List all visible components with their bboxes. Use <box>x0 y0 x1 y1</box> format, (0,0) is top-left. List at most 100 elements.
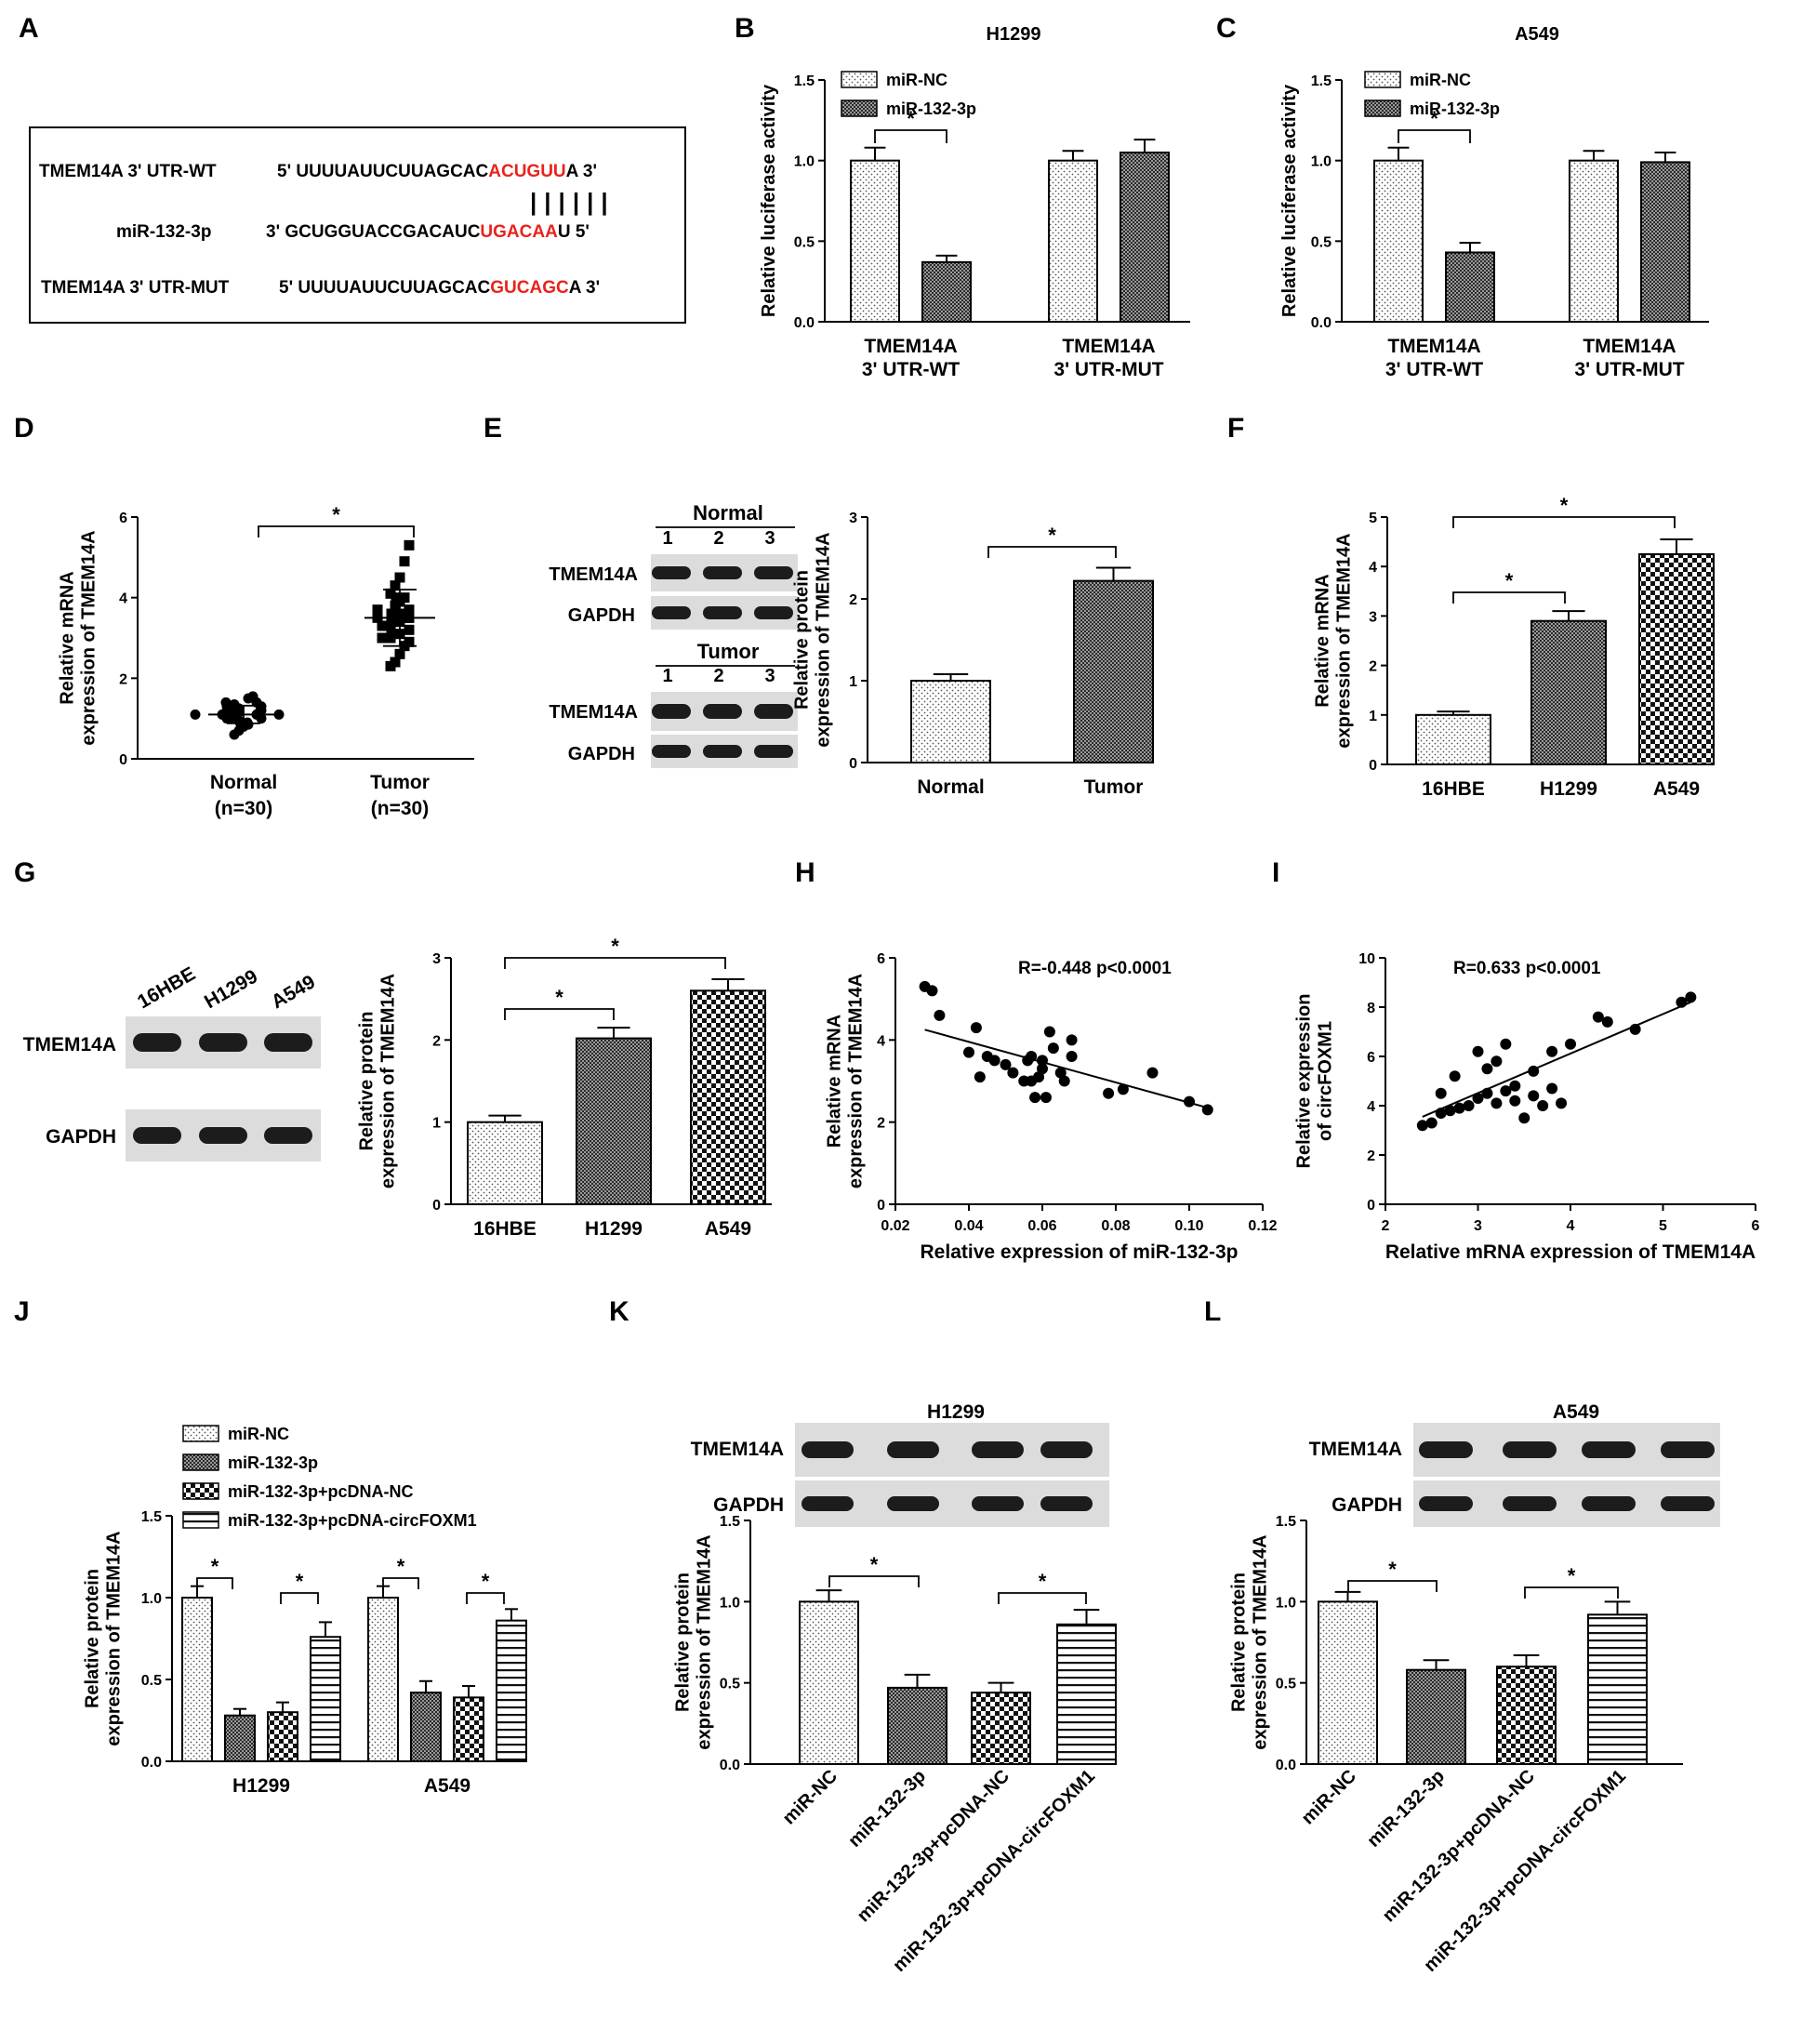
significance-bracket <box>987 546 1117 558</box>
data-point <box>1425 1117 1438 1129</box>
significance-star: * <box>1048 524 1056 547</box>
bar <box>1530 619 1607 765</box>
legend-label: miR-132-3p+pcDNA-NC <box>228 1482 414 1501</box>
bar <box>1415 713 1491 765</box>
blot-group-label: Tumor <box>697 640 760 663</box>
y-tick-label: 2 <box>119 671 127 687</box>
data-point <box>1416 1120 1428 1132</box>
x-tick-label: 0.02 <box>881 1218 909 1234</box>
y-tick-label: 1.0 <box>1276 1595 1296 1611</box>
blot-e-normal-tmem14a <box>651 554 798 591</box>
y-tick-label: 1.0 <box>720 1595 740 1611</box>
data-point <box>386 629 397 640</box>
data-point <box>1435 1087 1447 1099</box>
data-point <box>934 1009 946 1021</box>
legend-label: miR-NC <box>886 71 947 89</box>
protein-band <box>754 745 793 758</box>
bar <box>910 680 991 763</box>
bar <box>799 1600 859 1766</box>
data-point <box>1117 1083 1129 1095</box>
significance-bracket <box>874 129 947 143</box>
blot-row-label: GAPDH <box>568 605 635 626</box>
y-tick-label: 0 <box>877 1198 885 1214</box>
protein-band <box>703 606 742 619</box>
chart-j: 0.0 0.5 1.0 1.5 Relative proteinexpression o… <box>83 1425 527 1797</box>
significance-star: * <box>1560 494 1569 517</box>
protein-band <box>972 1496 1024 1511</box>
chart-f: 0 1 2 3 4 5 Relative mRNAexpression of TMEM14A… <box>1313 494 1715 800</box>
y-axis-label: Relative proteinexpression of TMEM14A <box>673 1534 715 1749</box>
y-tick-label: 1 <box>849 674 857 690</box>
chart-h: 0 2 4 6 Relative mRNAexpression of TMEM14A 0.… <box>825 951 1278 1263</box>
y-tick-label: 0.0 <box>1276 1758 1296 1773</box>
bar <box>690 989 766 1206</box>
x-tick-label: miR-132-3p+pcDNA-NC <box>854 1766 1014 1926</box>
data-point <box>1537 1100 1549 1111</box>
blot-e-tumor-gapdh <box>651 735 798 768</box>
chart-d: 0 2 4 6 Relative mRNAexpression of TMEM14A No… <box>58 503 474 819</box>
data-point <box>399 556 410 567</box>
lane-label: A549 <box>268 971 319 1013</box>
data-point <box>1000 1058 1012 1070</box>
x-tick-label: miR-132-3p+pcDNA-NC <box>1379 1766 1539 1926</box>
protein-band <box>802 1441 854 1458</box>
data-point <box>1565 1038 1576 1050</box>
legend-swatch <box>182 1482 219 1500</box>
significance-bracket <box>1347 1580 1438 1592</box>
significance-star: * <box>1568 1564 1576 1587</box>
protein-band <box>1582 1441 1636 1458</box>
blot-g-tmem14a <box>126 1016 321 1068</box>
y-tick-label: 4 <box>1369 560 1377 576</box>
y-axis-label-wrap: Relative proteinexpression of TMEM14A <box>83 1531 125 1745</box>
x-tick-label: TMEM14A 3' UTR-MUT <box>1574 336 1684 380</box>
significance-bracket <box>504 957 726 969</box>
protein-band <box>703 704 742 719</box>
data-point <box>247 691 258 702</box>
y-tick-label: 2 <box>1367 1148 1375 1164</box>
significance-bracket <box>466 1592 505 1604</box>
chart-c: 0.0 0.5 1.0 1.5 Relative luciferase activity… <box>1279 24 1709 380</box>
y-tick-label: 0.5 <box>794 234 815 250</box>
protein-band <box>802 1496 854 1511</box>
x-tick-label: Tumor <box>1084 776 1144 798</box>
data-point <box>377 632 388 644</box>
y-tick-label: 4 <box>1367 1099 1375 1115</box>
data-point <box>1546 1045 1558 1057</box>
protein-band <box>754 606 793 619</box>
y-axis-label-wrap: Relative proteinexpression of TMEM14A <box>357 974 399 1188</box>
blot-title: H1299 <box>927 1401 985 1423</box>
significance-star: * <box>296 1570 304 1593</box>
data-point <box>394 572 405 583</box>
y-tick-label: 3 <box>1369 609 1377 625</box>
y-tick-label: 0.0 <box>141 1755 162 1771</box>
y-tick-label: 3 <box>849 511 857 526</box>
y-tick-label: 0.0 <box>1311 315 1332 331</box>
blot-title: A549 <box>1553 1401 1599 1423</box>
blot-row-label: GAPDH <box>713 1494 784 1516</box>
data-point <box>404 539 415 551</box>
mut-sequence: 5' UUUUAUUCUUAGCACGUCAGCA 3' <box>279 278 600 298</box>
x-tick-label: A549 <box>424 1775 470 1797</box>
significance-bracket <box>258 525 415 538</box>
x-tick-label: miR-132-3p <box>844 1766 930 1852</box>
y-tick-label: 1 <box>1369 709 1377 724</box>
blot-row-label: GAPDH <box>46 1126 116 1148</box>
data-point <box>391 592 402 604</box>
panel-label-c: C <box>1216 13 1237 44</box>
protein-band <box>199 1033 247 1052</box>
y-tick-label: 1 <box>432 1116 441 1132</box>
y-tick-label: 6 <box>877 951 885 967</box>
data-point <box>1037 1063 1048 1075</box>
lane-number: 1 <box>662 528 672 549</box>
y-axis-label-wrap: Relative mRNAexpression of TMEM14A <box>825 974 867 1188</box>
bar <box>310 1636 341 1762</box>
y-tick-label: 3 <box>432 951 441 967</box>
data-point <box>385 588 396 599</box>
bar <box>1318 1600 1378 1766</box>
panel-label-i: I <box>1272 857 1279 888</box>
y-tick-label: 1.0 <box>1311 154 1332 170</box>
x-tick-label: 4 <box>1567 1218 1575 1234</box>
y-tick-label: 1.5 <box>720 1514 740 1530</box>
data-point <box>190 709 201 720</box>
